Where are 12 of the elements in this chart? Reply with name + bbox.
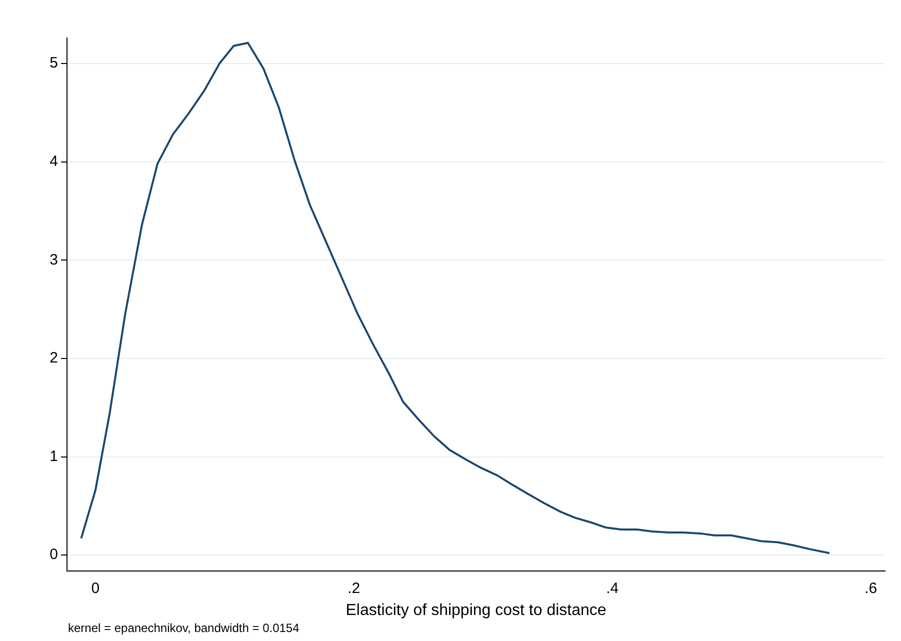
x-tick-label: 0 (91, 580, 100, 597)
y-tick-label: 3 (50, 251, 58, 268)
y-tick-label: 2 (50, 350, 58, 367)
x-tick-label: .6 (864, 580, 878, 597)
x-tick-label: .2 (348, 580, 360, 597)
y-tick-label: 4 (50, 153, 58, 170)
y-tick-label: 0 (50, 546, 58, 564)
y-tick-label: 1 (50, 448, 58, 465)
x-axis-title: Elasticity of shipping cost to distance (346, 602, 606, 619)
y-tick-label: 5 (50, 54, 58, 72)
text: kernel = epanechnikov, bandwidth = 0.0154 (68, 621, 300, 635)
x-tick-label: .4 (606, 580, 619, 597)
